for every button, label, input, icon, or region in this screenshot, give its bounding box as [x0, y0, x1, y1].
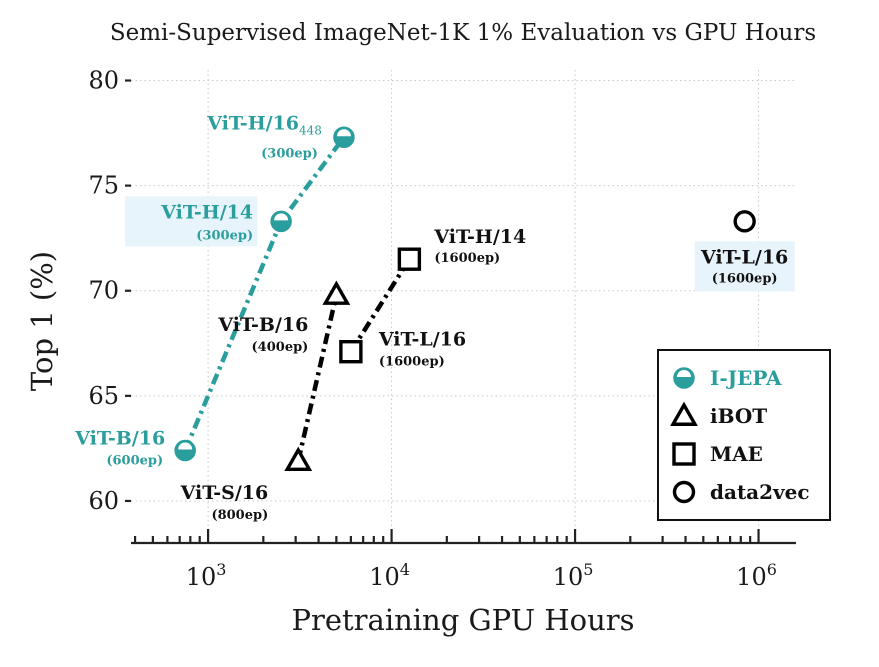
point-label: ViT-H/14	[160, 201, 253, 223]
point-label: ViT-S/16	[180, 482, 269, 504]
point-label-highlight	[694, 241, 795, 292]
legend-i-jepa-half-circle-fill	[677, 370, 691, 377]
point-sublabel: (300ep)	[196, 228, 253, 243]
legend-mae-square-marker	[672, 442, 696, 466]
x-tick-label: 104	[369, 560, 410, 591]
y-tick-label: 65	[88, 382, 119, 410]
legend-label: iBOT	[710, 404, 767, 428]
i-jepa-half-circle-fill	[274, 213, 289, 221]
i-jepa-half-circle-fill	[178, 442, 193, 450]
x-tick-label: 105	[553, 560, 594, 591]
y-tick-label: 80	[88, 67, 119, 95]
point-label: ViT-H/16448	[206, 112, 322, 137]
series-line-i-jepa	[183, 135, 346, 452]
point-label: ViT-H/14	[433, 226, 526, 248]
point-label-highlight	[125, 196, 258, 247]
point-sublabel: (1600ep)	[379, 355, 445, 370]
ibot-triangle-marker	[322, 280, 351, 305]
series-lines	[183, 135, 412, 462]
point-sublabel: (600ep)	[106, 454, 163, 469]
legend-label: data2vec	[710, 480, 810, 504]
markers	[174, 126, 756, 471]
point-label: ViT-B/16	[74, 428, 165, 450]
legend-data2vec-circle-marker	[672, 480, 696, 504]
mae-square-marker	[339, 339, 363, 364]
point-sublabel: (1600ep)	[712, 271, 778, 286]
point-labels: ViT-B/16 (600ep) ViT-H/14 (300ep) ViT-H/1644…	[74, 112, 795, 523]
chart-title: Semi-Supervised ImageNet-1K 1% Evaluatio…	[110, 20, 816, 46]
legend: I-JEPA iBOT MAE data2vec	[657, 349, 831, 521]
point-sublabel: (1600ep)	[434, 251, 500, 266]
x-tick-label: 106	[736, 560, 777, 591]
point-sublabel: (800ep)	[211, 508, 268, 523]
i-jepa-half-circle-fill	[336, 129, 351, 137]
point-label: ViT-L/16	[700, 246, 788, 268]
y-tick-label: 60	[88, 487, 119, 515]
series-line-mae	[348, 257, 412, 353]
ibot-triangle-marker	[284, 446, 313, 471]
mae-square-marker	[397, 247, 422, 271]
legend-label: MAE	[710, 442, 763, 466]
legend-ibot-triangle-marker	[670, 401, 698, 426]
data2vec-circle-marker	[733, 210, 756, 233]
point-sublabel: (300ep)	[261, 146, 318, 161]
series-line-ibot	[296, 294, 339, 462]
x-axis-label: Pretraining GPU Hours	[291, 603, 634, 637]
y-axis-label: Top 1 (%)	[25, 251, 59, 391]
point-label: ViT-B/16	[217, 314, 308, 336]
axes: 60 65 70 75 80 103 104 105 106	[88, 67, 796, 591]
y-tick-label: 70	[88, 277, 119, 305]
x-tick-label: 103	[186, 560, 227, 591]
point-label: ViT-L/16	[378, 329, 466, 351]
point-sublabel: (400ep)	[252, 340, 309, 355]
y-tick-label: 75	[88, 172, 119, 200]
legend-label: I-JEPA	[710, 366, 782, 390]
